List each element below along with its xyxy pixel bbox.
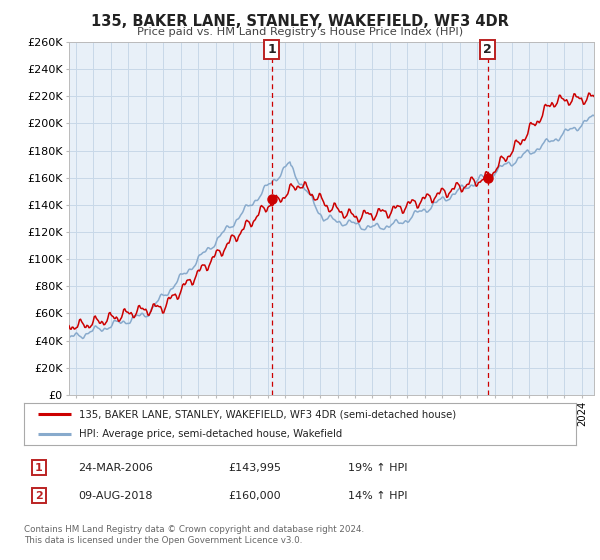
- Text: 1: 1: [268, 43, 276, 56]
- Text: 135, BAKER LANE, STANLEY, WAKEFIELD, WF3 4DR (semi-detached house): 135, BAKER LANE, STANLEY, WAKEFIELD, WF3…: [79, 409, 457, 419]
- Text: 09-AUG-2018: 09-AUG-2018: [78, 491, 152, 501]
- Text: HPI: Average price, semi-detached house, Wakefield: HPI: Average price, semi-detached house,…: [79, 430, 343, 439]
- Text: Price paid vs. HM Land Registry's House Price Index (HPI): Price paid vs. HM Land Registry's House …: [137, 27, 463, 37]
- Text: 24-MAR-2006: 24-MAR-2006: [78, 463, 153, 473]
- Text: 14% ↑ HPI: 14% ↑ HPI: [348, 491, 407, 501]
- Text: 2: 2: [35, 491, 43, 501]
- Text: Contains HM Land Registry data © Crown copyright and database right 2024.
This d: Contains HM Land Registry data © Crown c…: [24, 525, 364, 545]
- Text: 1: 1: [35, 463, 43, 473]
- Text: 2: 2: [484, 43, 492, 56]
- Text: 135, BAKER LANE, STANLEY, WAKEFIELD, WF3 4DR: 135, BAKER LANE, STANLEY, WAKEFIELD, WF3…: [91, 14, 509, 29]
- Text: £143,995: £143,995: [228, 463, 281, 473]
- Text: 19% ↑ HPI: 19% ↑ HPI: [348, 463, 407, 473]
- Text: £160,000: £160,000: [228, 491, 281, 501]
